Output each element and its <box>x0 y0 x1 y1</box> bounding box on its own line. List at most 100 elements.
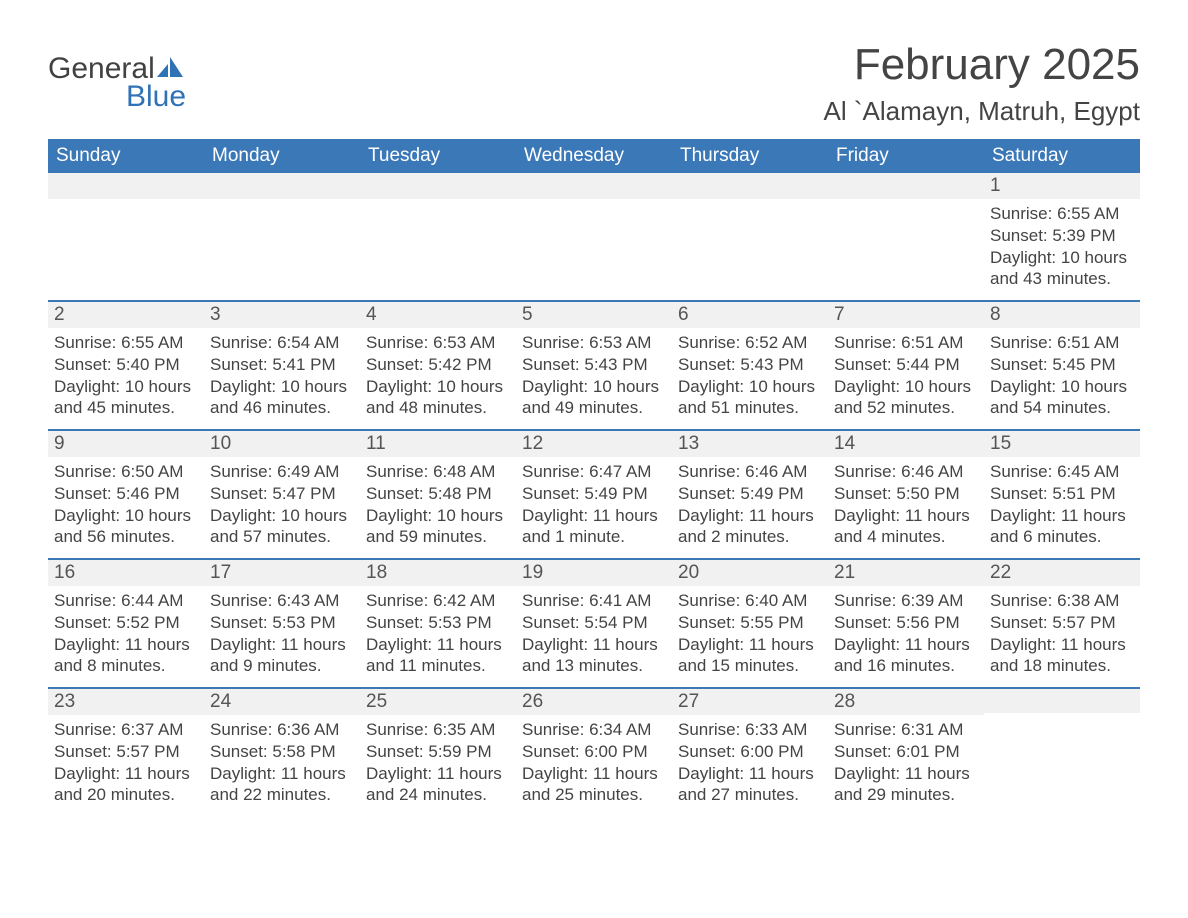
logo: General Blue <box>48 52 186 114</box>
day-number: 14 <box>828 429 984 457</box>
day-number: 22 <box>984 558 1140 586</box>
sunrise-text: Sunrise: 6:52 AM <box>678 332 822 354</box>
daylight-text: Daylight: 10 hours and 46 minutes. <box>210 376 354 420</box>
day-number: 20 <box>672 558 828 586</box>
daylight-text: Daylight: 11 hours and 13 minutes. <box>522 634 666 678</box>
day-number: 3 <box>204 300 360 328</box>
daylight-text: Daylight: 11 hours and 29 minutes. <box>834 763 978 807</box>
daylight-text: Daylight: 10 hours and 56 minutes. <box>54 505 198 549</box>
calendar-week: 2Sunrise: 6:55 AMSunset: 5:40 PMDaylight… <box>48 300 1140 429</box>
day-number: 6 <box>672 300 828 328</box>
sunrise-text: Sunrise: 6:53 AM <box>522 332 666 354</box>
day-number: 7 <box>828 300 984 328</box>
daylight-text: Daylight: 11 hours and 24 minutes. <box>366 763 510 807</box>
sunset-text: Sunset: 5:45 PM <box>990 354 1134 376</box>
month-title: February 2025 <box>824 40 1140 90</box>
sunrise-text: Sunrise: 6:43 AM <box>210 590 354 612</box>
calendar-day-cell: 25Sunrise: 6:35 AMSunset: 5:59 PMDayligh… <box>360 687 516 816</box>
sunrise-text: Sunrise: 6:54 AM <box>210 332 354 354</box>
sunset-text: Sunset: 5:43 PM <box>678 354 822 376</box>
sunrise-text: Sunrise: 6:42 AM <box>366 590 510 612</box>
weekday-header-row: SundayMondayTuesdayWednesdayThursdayFrid… <box>48 139 1140 173</box>
day-details: Sunrise: 6:34 AMSunset: 6:00 PMDaylight:… <box>516 715 672 816</box>
calendar-day-cell <box>984 687 1140 816</box>
day-details: Sunrise: 6:55 AMSunset: 5:40 PMDaylight:… <box>48 328 204 429</box>
calendar-day-cell <box>360 173 516 300</box>
sunrise-text: Sunrise: 6:46 AM <box>834 461 978 483</box>
daylight-text: Daylight: 10 hours and 45 minutes. <box>54 376 198 420</box>
day-number: 26 <box>516 687 672 715</box>
calendar-day-cell: 14 Sunrise: 6:46 AMSunset: 5:50 PMDayligh… <box>828 429 984 558</box>
weekday-header: Tuesday <box>360 139 516 173</box>
day-number: 19 <box>516 558 672 586</box>
sunset-text: Sunset: 5:41 PM <box>210 354 354 376</box>
weekday-header: Monday <box>204 139 360 173</box>
sunrise-text: Sunrise: 6:46 AM <box>678 461 822 483</box>
day-details: Sunrise: 6:47 AMSunset: 5:49 PMDaylight:… <box>516 457 672 558</box>
day-number: 25 <box>360 687 516 715</box>
sunrise-text: Sunrise: 6:55 AM <box>54 332 198 354</box>
day-details: Sunrise: 6:45 AMSunset: 5:51 PMDaylight:… <box>984 457 1140 558</box>
day-details: Sunrise: 6:51 AMSunset: 5:45 PMDaylight:… <box>984 328 1140 429</box>
calendar-body: 1Sunrise: 6:55 AMSunset: 5:39 PMDaylight… <box>48 173 1140 816</box>
day-number: 5 <box>516 300 672 328</box>
calendar-day-cell <box>204 173 360 300</box>
calendar-day-cell: 16Sunrise: 6:44 AMSunset: 5:52 PMDayligh… <box>48 558 204 687</box>
day-number: 11 <box>360 429 516 457</box>
sunrise-text: Sunrise: 6:44 AM <box>54 590 198 612</box>
sunset-text: Sunset: 5:50 PM <box>834 483 978 505</box>
daylight-text: Daylight: 11 hours and 27 minutes. <box>678 763 822 807</box>
day-details: Sunrise: 6:46 AMSunset: 5:49 PMDaylight:… <box>672 457 828 558</box>
daylight-text: Daylight: 11 hours and 4 minutes. <box>834 505 978 549</box>
day-number: 2 <box>48 300 204 328</box>
sunset-text: Sunset: 5:47 PM <box>210 483 354 505</box>
day-details: Sunrise: 6:51 AMSunset: 5:44 PMDaylight:… <box>828 328 984 429</box>
sunset-text: Sunset: 5:55 PM <box>678 612 822 634</box>
sunset-text: Sunset: 5:40 PM <box>54 354 198 376</box>
sunset-text: Sunset: 5:48 PM <box>366 483 510 505</box>
day-details: Sunrise: 6:48 AMSunset: 5:48 PMDaylight:… <box>360 457 516 558</box>
sunset-text: Sunset: 5:53 PM <box>366 612 510 634</box>
calendar-day-cell: 3Sunrise: 6:54 AMSunset: 5:41 PMDaylight… <box>204 300 360 429</box>
day-details: Sunrise: 6:42 AMSunset: 5:53 PMDaylight:… <box>360 586 516 687</box>
daylight-text: Daylight: 10 hours and 51 minutes. <box>678 376 822 420</box>
sunrise-text: Sunrise: 6:55 AM <box>990 203 1134 225</box>
daylight-text: Daylight: 11 hours and 25 minutes. <box>522 763 666 807</box>
day-details: Sunrise: 6:39 AMSunset: 5:56 PMDaylight:… <box>828 586 984 687</box>
calendar-day-cell: 9Sunrise: 6:50 AMSunset: 5:46 PMDaylight… <box>48 429 204 558</box>
daylight-text: Daylight: 10 hours and 49 minutes. <box>522 376 666 420</box>
location: Al `Alamayn, Matruh, Egypt <box>824 96 1140 127</box>
logo-text-blue: Blue <box>126 80 186 114</box>
sunrise-text: Sunrise: 6:34 AM <box>522 719 666 741</box>
daylight-text: Daylight: 11 hours and 18 minutes. <box>990 634 1134 678</box>
weekday-header: Saturday <box>984 139 1140 173</box>
sunset-text: Sunset: 5:59 PM <box>366 741 510 763</box>
sunrise-text: Sunrise: 6:49 AM <box>210 461 354 483</box>
title-block: February 2025 Al `Alamayn, Matruh, Egypt <box>824 40 1140 127</box>
day-number: 10 <box>204 429 360 457</box>
empty-day-bar <box>360 173 516 199</box>
sunrise-text: Sunrise: 6:53 AM <box>366 332 510 354</box>
sunset-text: Sunset: 5:46 PM <box>54 483 198 505</box>
calendar-day-cell: 6 Sunrise: 6:52 AMSunset: 5:43 PMDaylight… <box>672 300 828 429</box>
sunrise-text: Sunrise: 6:38 AM <box>990 590 1134 612</box>
calendar-day-cell: 7Sunrise: 6:51 AMSunset: 5:44 PMDaylight… <box>828 300 984 429</box>
day-details: Sunrise: 6:54 AMSunset: 5:41 PMDaylight:… <box>204 328 360 429</box>
header: General Blue February 2025 Al `Alamayn, … <box>48 40 1140 127</box>
day-number: 8 <box>984 300 1140 328</box>
daylight-text: Daylight: 10 hours and 59 minutes. <box>366 505 510 549</box>
day-details: Sunrise: 6:50 AMSunset: 5:46 PMDaylight:… <box>48 457 204 558</box>
sunset-text: Sunset: 5:39 PM <box>990 225 1134 247</box>
sunset-text: Sunset: 5:49 PM <box>678 483 822 505</box>
daylight-text: Daylight: 11 hours and 1 minute. <box>522 505 666 549</box>
calendar-day-cell <box>48 173 204 300</box>
calendar-day-cell: 13Sunrise: 6:46 AMSunset: 5:49 PMDayligh… <box>672 429 828 558</box>
calendar: SundayMondayTuesdayWednesdayThursdayFrid… <box>48 139 1140 816</box>
day-details: Sunrise: 6:37 AMSunset: 5:57 PMDaylight:… <box>48 715 204 816</box>
sunrise-text: Sunrise: 6:36 AM <box>210 719 354 741</box>
day-number: 1 <box>984 173 1140 199</box>
calendar-day-cell: 4Sunrise: 6:53 AMSunset: 5:42 PMDaylight… <box>360 300 516 429</box>
day-number: 17 <box>204 558 360 586</box>
day-number: 13 <box>672 429 828 457</box>
day-number: 18 <box>360 558 516 586</box>
